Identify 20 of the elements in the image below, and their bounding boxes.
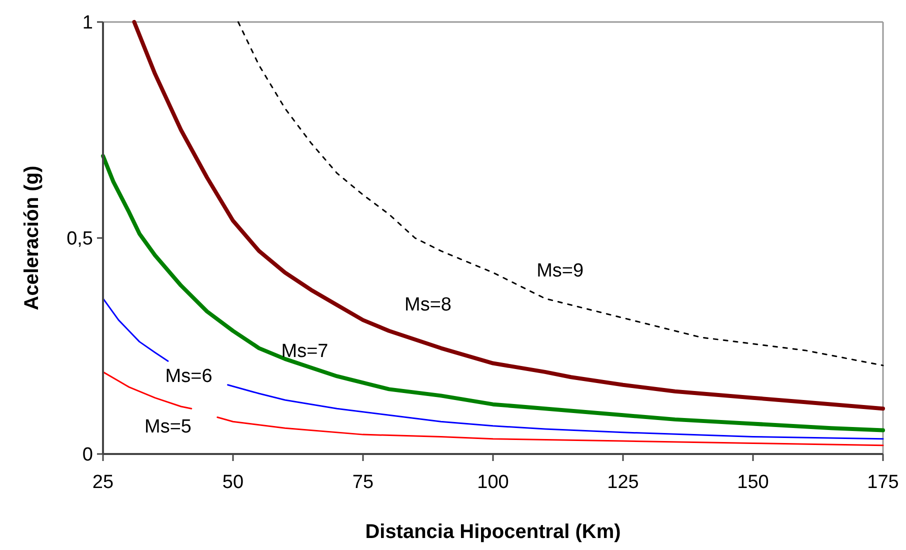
series-label: Ms=6 [165, 366, 212, 388]
x-tick-label: 75 [352, 472, 374, 493]
series-label: Ms=7 [281, 340, 328, 362]
y-tick-label: 0 [82, 444, 93, 466]
series-label: Ms=8 [404, 294, 452, 316]
x-tick-label: 100 [477, 472, 509, 493]
line-series [101, 154, 885, 432]
y-tick-label: 0,5 [66, 228, 93, 250]
x-tick-label: 125 [607, 472, 639, 493]
y-tick-label: 1 [82, 12, 93, 34]
x-tick-label: 150 [737, 472, 769, 493]
x-tick-label: 175 [867, 472, 899, 493]
line-series [132, 20, 885, 411]
x-axis-title: Distancia Hipocentral (Km) [365, 521, 621, 543]
series-label: Ms=9 [536, 260, 584, 282]
series-label: Ms=5 [144, 416, 192, 438]
y-axis-title: Aceleración (g) [21, 166, 43, 310]
line-series [237, 21, 884, 366]
x-tick-label: 25 [92, 472, 114, 493]
x-tick-label: 50 [222, 472, 244, 493]
